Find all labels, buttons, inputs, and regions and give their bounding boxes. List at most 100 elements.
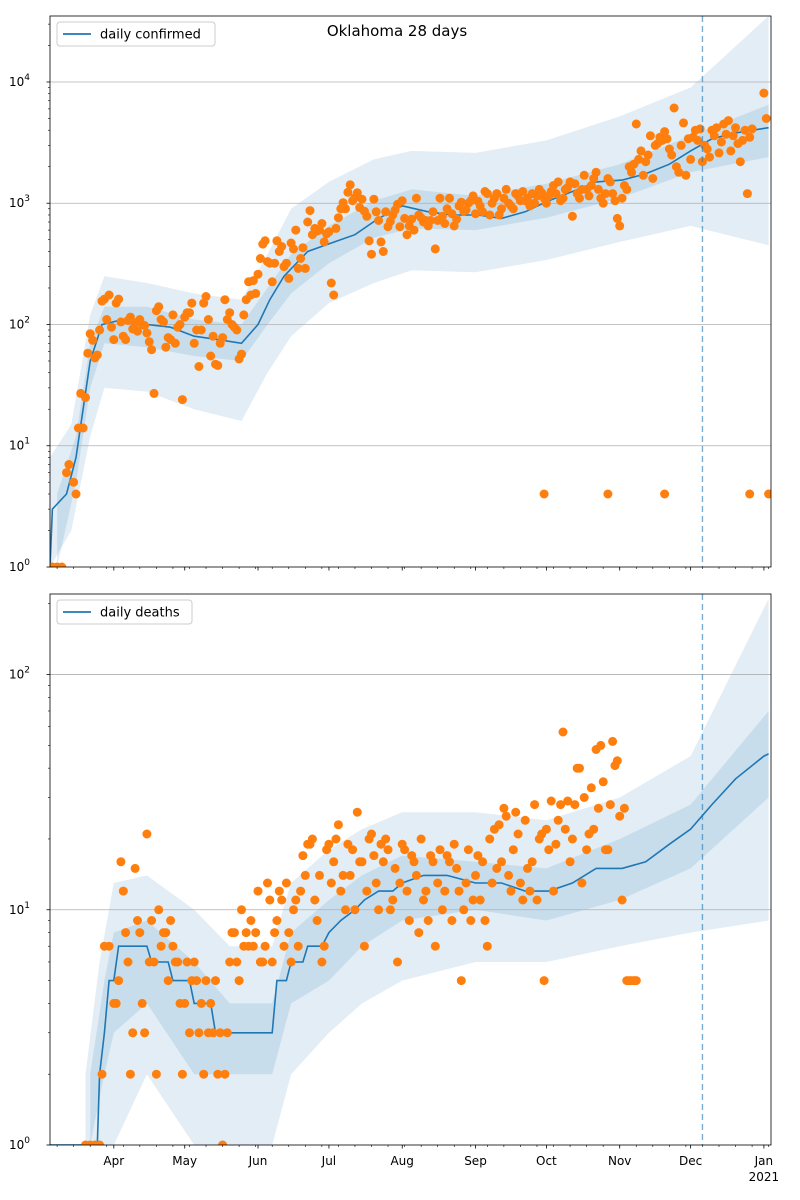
data-point [759, 89, 768, 98]
data-point [372, 207, 381, 216]
data-point [277, 242, 286, 251]
data-point [457, 976, 466, 985]
data-point [190, 958, 199, 967]
data-point [268, 958, 277, 967]
data-point [438, 905, 447, 914]
data-point [235, 976, 244, 985]
data-point [147, 345, 156, 354]
data-point [107, 323, 116, 332]
x-tick-label: Jan [754, 1154, 774, 1168]
data-point [220, 295, 229, 304]
data-point [395, 222, 404, 231]
data-point [204, 315, 213, 324]
data-point [301, 264, 310, 273]
data-point [618, 194, 627, 203]
data-point [121, 928, 130, 937]
data-point [159, 317, 168, 326]
data-point [105, 291, 114, 300]
data-point [298, 243, 307, 252]
legend: daily confirmed [57, 22, 215, 46]
data-point [282, 259, 291, 268]
data-point [400, 845, 409, 854]
confirmed-panel: 100 101 102 103 104 Oklahoma 28 days daily con… [9, 16, 773, 574]
data-point [577, 879, 586, 888]
data-point [447, 916, 456, 925]
data-point [124, 958, 133, 967]
data-point [386, 905, 395, 914]
data-point [315, 871, 324, 880]
data-point [185, 1028, 194, 1037]
data-point [644, 151, 653, 160]
data-point [745, 490, 754, 499]
data-point [414, 928, 423, 937]
data-point [705, 153, 714, 162]
data-point [599, 199, 608, 208]
data-point [530, 800, 539, 809]
data-point [559, 194, 568, 203]
data-point [504, 871, 513, 880]
data-point [168, 942, 177, 951]
data-point [575, 194, 584, 203]
data-point [431, 942, 440, 951]
data-point [246, 916, 255, 925]
data-point [603, 490, 612, 499]
data-point [509, 845, 518, 854]
data-point [261, 942, 270, 951]
data-point [277, 896, 286, 905]
data-point [176, 320, 185, 329]
data-point [547, 797, 556, 806]
data-point [209, 332, 218, 341]
data-point [79, 424, 88, 433]
data-point [410, 226, 419, 235]
data-point [471, 871, 480, 880]
data-point [116, 857, 125, 866]
data-point [128, 1028, 137, 1037]
data-point [554, 177, 563, 186]
data-point [533, 896, 542, 905]
x-tick-label: Jul [321, 1154, 336, 1168]
data-point [199, 1070, 208, 1079]
data-point [135, 928, 144, 937]
data-point [452, 215, 461, 224]
data-point [178, 395, 187, 404]
data-point [433, 879, 442, 888]
data-point [194, 362, 203, 371]
data-point [232, 958, 241, 967]
data-point [296, 887, 305, 896]
data-point [112, 999, 121, 1008]
data-point [239, 310, 248, 319]
data-point [138, 999, 147, 1008]
data-point [429, 207, 438, 216]
data-point [341, 204, 350, 213]
data-point [372, 879, 381, 888]
data-point [570, 800, 579, 809]
data-point [596, 741, 605, 750]
data-point [395, 879, 404, 888]
data-point [298, 851, 307, 860]
data-point [329, 291, 338, 300]
data-point [206, 999, 215, 1008]
data-point [147, 916, 156, 925]
data-point [237, 350, 246, 359]
x-year-label: 2021 [749, 1170, 780, 1184]
data-point [213, 361, 222, 370]
data-point [365, 236, 374, 245]
data-point [249, 942, 258, 951]
figure: 100101102103104Oklahoma 28 daysdaily con… [0, 0, 800, 1200]
data-point [445, 194, 454, 203]
data-point [171, 339, 180, 348]
data-point [161, 928, 170, 937]
data-point [462, 879, 471, 888]
data-point [258, 958, 267, 967]
data-point [615, 221, 624, 230]
data-point [667, 151, 676, 160]
data-point [81, 393, 90, 402]
data-point [663, 134, 672, 143]
data-point [648, 174, 657, 183]
data-point [374, 216, 383, 225]
data-point [445, 857, 454, 866]
data-point [185, 308, 194, 317]
data-point [613, 756, 622, 765]
data-point [251, 289, 260, 298]
data-point [568, 835, 577, 844]
